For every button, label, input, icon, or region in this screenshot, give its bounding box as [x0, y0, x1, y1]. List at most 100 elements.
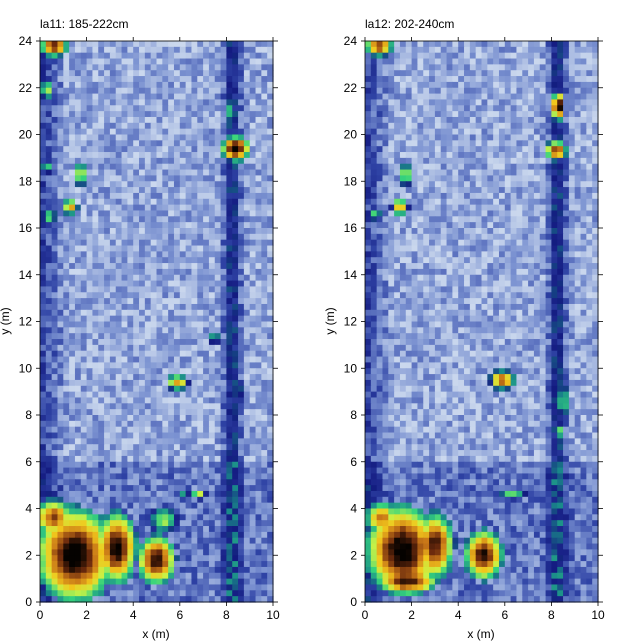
heatmap-cell	[173, 415, 181, 422]
heatmap-cell	[226, 444, 233, 451]
heatmap-cell	[144, 146, 152, 153]
heatmap-cell	[203, 333, 210, 340]
heatmap-cell	[498, 163, 506, 171]
heatmap-cell	[45, 298, 53, 305]
heatmap-cell	[191, 263, 198, 270]
heatmap-cell	[109, 461, 117, 469]
heatmap-cell	[104, 134, 111, 141]
heatmap-cell	[162, 257, 169, 264]
heatmap-cell	[203, 192, 210, 200]
heatmap-cell	[232, 128, 239, 136]
heatmap-cell	[173, 93, 181, 101]
heatmap-cell	[109, 303, 117, 311]
heatmap-cell	[191, 514, 198, 521]
heatmap-cell	[214, 81, 222, 89]
heatmap-cell	[185, 76, 193, 83]
heatmap-cell	[162, 116, 169, 124]
heatmap-cell	[150, 531, 158, 539]
heatmap-cell	[92, 146, 99, 153]
heatmap-cell	[191, 315, 198, 323]
heatmap-cell	[133, 239, 140, 247]
heatmap-cell	[51, 537, 59, 545]
heatmap-cell	[162, 52, 169, 60]
heatmap-cell	[139, 222, 146, 229]
heatmap-cell	[80, 292, 88, 299]
heatmap-cell	[115, 520, 123, 527]
heatmap-cell	[51, 327, 59, 334]
heatmap-cell	[214, 292, 222, 299]
heatmap-cell	[69, 41, 76, 48]
heatmap-cell	[133, 350, 140, 358]
heatmap-cell	[551, 140, 558, 147]
heatmap-cell	[127, 58, 134, 65]
heatmap-cell	[232, 93, 239, 101]
heatmap-cell	[249, 87, 257, 95]
heatmap-cell	[115, 339, 123, 346]
heatmap-cell	[475, 52, 483, 60]
heatmap-cell	[57, 561, 64, 568]
heatmap-cell	[208, 321, 216, 328]
heatmap-cell	[475, 187, 483, 194]
heatmap-cell	[243, 41, 251, 48]
heatmap-cell	[249, 409, 257, 416]
heatmap-cell	[232, 578, 239, 586]
heatmap-cell	[261, 572, 268, 580]
heatmap-cell	[557, 46, 564, 54]
heatmap-cell	[493, 64, 500, 71]
heatmap-cell	[226, 274, 233, 282]
heatmap-cell	[185, 157, 193, 165]
heatmap-cell	[261, 455, 268, 463]
heatmap-cell	[267, 520, 274, 527]
heatmap-cell	[40, 409, 47, 416]
heatmap-cell	[40, 578, 47, 586]
heatmap-cell	[69, 450, 76, 457]
heatmap-cell	[109, 146, 117, 153]
heatmap-cell	[481, 181, 488, 188]
heatmap-cell	[144, 204, 152, 212]
heatmap-cell	[249, 572, 257, 580]
heatmap-cell	[411, 93, 419, 101]
heatmap-cell	[179, 286, 187, 293]
heatmap-cell	[57, 116, 64, 124]
heatmap-cell	[267, 286, 274, 293]
heatmap-cell	[510, 181, 518, 188]
heatmap-cell	[191, 204, 198, 212]
heatmap-cell	[173, 245, 181, 252]
heatmap-cell	[249, 514, 257, 521]
heatmap-cell	[144, 479, 152, 486]
heatmap-cell	[504, 134, 512, 141]
heatmap-cell	[592, 76, 599, 83]
heatmap-cell	[139, 520, 146, 527]
heatmap-cell	[69, 327, 76, 334]
heatmap-cell	[243, 111, 251, 118]
heatmap-cell	[121, 228, 128, 235]
heatmap-cell	[109, 99, 117, 106]
heatmap-cell	[563, 157, 570, 165]
heatmap-cell	[261, 175, 268, 182]
heatmap-cell	[533, 52, 541, 60]
heatmap-cell	[405, 152, 413, 159]
heatmap-cell	[162, 444, 169, 451]
heatmap-cell	[139, 461, 146, 469]
heatmap-cell	[133, 356, 140, 363]
heatmap-cell	[203, 502, 210, 510]
heatmap-cell	[469, 181, 477, 188]
heatmap-cell	[197, 467, 204, 475]
heatmap-cell	[197, 444, 204, 451]
heatmap-cell	[98, 64, 105, 71]
heatmap-cell	[139, 81, 146, 89]
heatmap-cell	[214, 344, 222, 352]
heatmap-cell	[162, 274, 169, 282]
heatmap-cell	[168, 479, 175, 486]
heatmap-cell	[382, 111, 389, 118]
heatmap-cell	[156, 152, 163, 159]
heatmap-cell	[168, 146, 175, 153]
heatmap-cell	[156, 339, 163, 346]
heatmap-cell	[452, 163, 459, 171]
heatmap-cell	[580, 99, 587, 106]
heatmap-cell	[133, 333, 140, 340]
heatmap-cell	[365, 175, 372, 182]
heatmap-cell	[156, 450, 163, 457]
heatmap-cell	[133, 105, 140, 112]
heatmap-cell	[510, 169, 518, 176]
